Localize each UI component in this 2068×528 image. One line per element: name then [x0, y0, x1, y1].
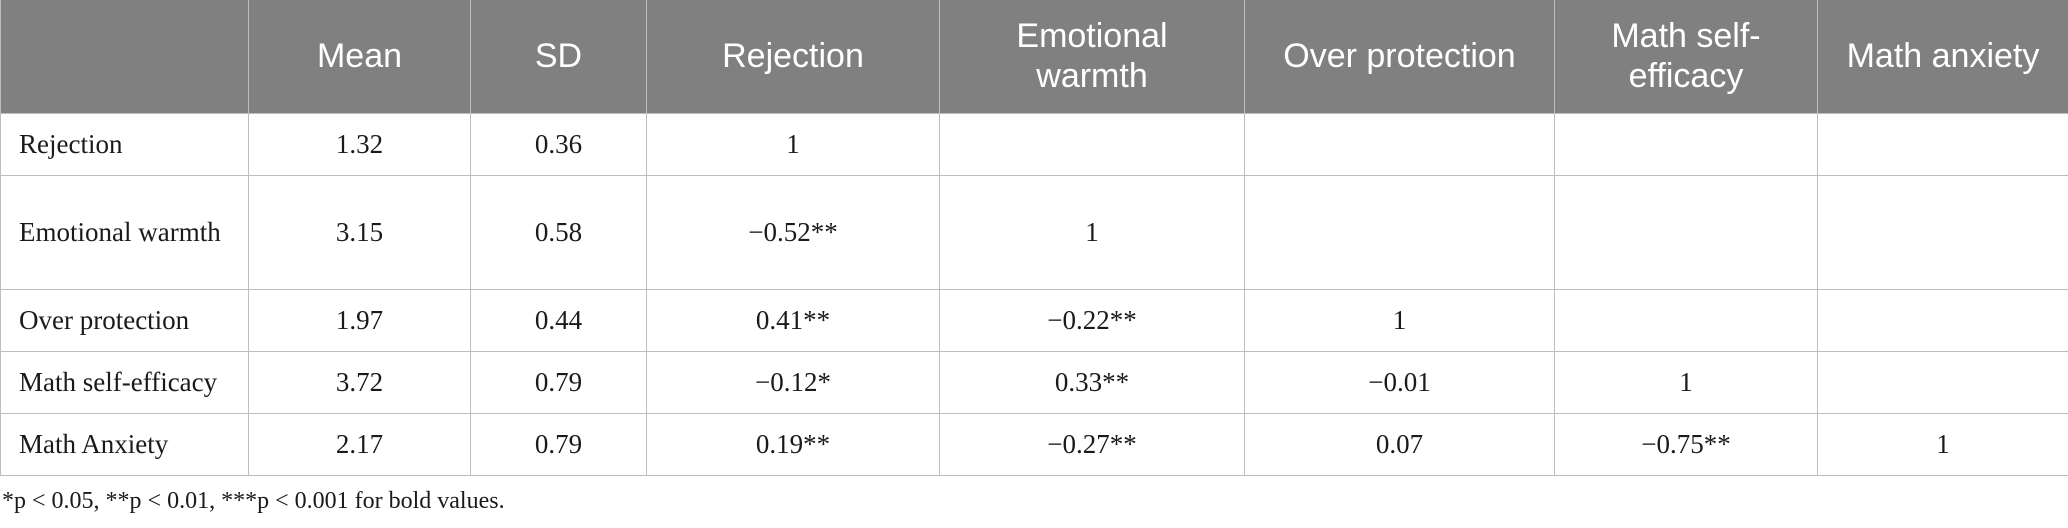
empty-cell: [1244, 112, 1555, 176]
table-cell: −0.75**: [1554, 412, 1818, 476]
table-cell: 0.19**: [646, 412, 940, 476]
row-label: Over protection: [0, 288, 249, 352]
header-row: Mean SD Rejection Emotional warmth Over prot…: [0, 0, 2068, 113]
correlation-table: Mean SD Rejection Emotional warmth Over prot…: [0, 0, 2068, 476]
table-cell: 1.32: [248, 112, 471, 176]
table-cell: 0.33**: [939, 350, 1245, 414]
table-cell: 0.41**: [646, 288, 940, 352]
table-cell: 2.17: [248, 412, 471, 476]
empty-cell: [1554, 112, 1818, 176]
footnote: *p < 0.05, **p < 0.01, ***p < 0.001 for …: [2, 487, 505, 514]
table-cell: −0.27**: [939, 412, 1245, 476]
table-cell: 1: [1244, 288, 1555, 352]
row-label: Math self-efficacy: [0, 350, 249, 414]
table-row: Emotional warmth 3.15 0.58 −0.52** 1: [0, 174, 2068, 290]
row-label: Rejection: [0, 112, 249, 176]
table-cell: −0.12*: [646, 350, 940, 414]
empty-cell: [1554, 288, 1818, 352]
header-cell: Rejection: [646, 0, 940, 113]
empty-cell: [1554, 174, 1818, 290]
table-row: Math self-efficacy 3.72 0.79 −0.12* 0.33** −0…: [0, 350, 2068, 414]
header-cell: Over protection: [1244, 0, 1555, 113]
header-cell: Math anxiety: [1817, 0, 2068, 113]
table-cell: 1.97: [248, 288, 471, 352]
empty-cell: [939, 112, 1245, 176]
empty-cell: [1817, 350, 2068, 414]
table-cell: 1: [1817, 412, 2068, 476]
table-cell: 1: [646, 112, 940, 176]
table-body: Rejection 1.32 0.36 1 Emotional warmth 3.15 0.…: [0, 112, 2068, 476]
row-label: Math Anxiety: [0, 412, 249, 476]
empty-cell: [1817, 112, 2068, 176]
empty-cell: [1817, 288, 2068, 352]
row-label: Emotional warmth: [0, 174, 249, 290]
table-cell: 0.79: [470, 350, 647, 414]
table-cell: −0.52**: [646, 174, 940, 290]
table-cell: 0.58: [470, 174, 647, 290]
table-cell: 0.36: [470, 112, 647, 176]
header-cell: Emotional warmth: [939, 0, 1245, 113]
table-cell: 0.07: [1244, 412, 1555, 476]
table-cell: 3.15: [248, 174, 471, 290]
header-cell: Mean: [248, 0, 471, 113]
table-cell: −0.01: [1244, 350, 1555, 414]
table-row: Over protection 1.97 0.44 0.41** −0.22** 1: [0, 288, 2068, 352]
header-cell: SD: [470, 0, 647, 113]
table-row: Math Anxiety 2.17 0.79 0.19** −0.27** 0.07 −0.…: [0, 412, 2068, 476]
empty-cell: [1244, 174, 1555, 290]
empty-cell: [1817, 174, 2068, 290]
table-cell: 1: [939, 174, 1245, 290]
header-cell: Math self-efficacy: [1554, 0, 1818, 113]
table-row: Rejection 1.32 0.36 1: [0, 112, 2068, 176]
table-cell: −0.22**: [939, 288, 1245, 352]
header-cell: [0, 0, 249, 113]
table-cell: 0.79: [470, 412, 647, 476]
table-cell: 0.44: [470, 288, 647, 352]
table-cell: 3.72: [248, 350, 471, 414]
table-cell: 1: [1554, 350, 1818, 414]
